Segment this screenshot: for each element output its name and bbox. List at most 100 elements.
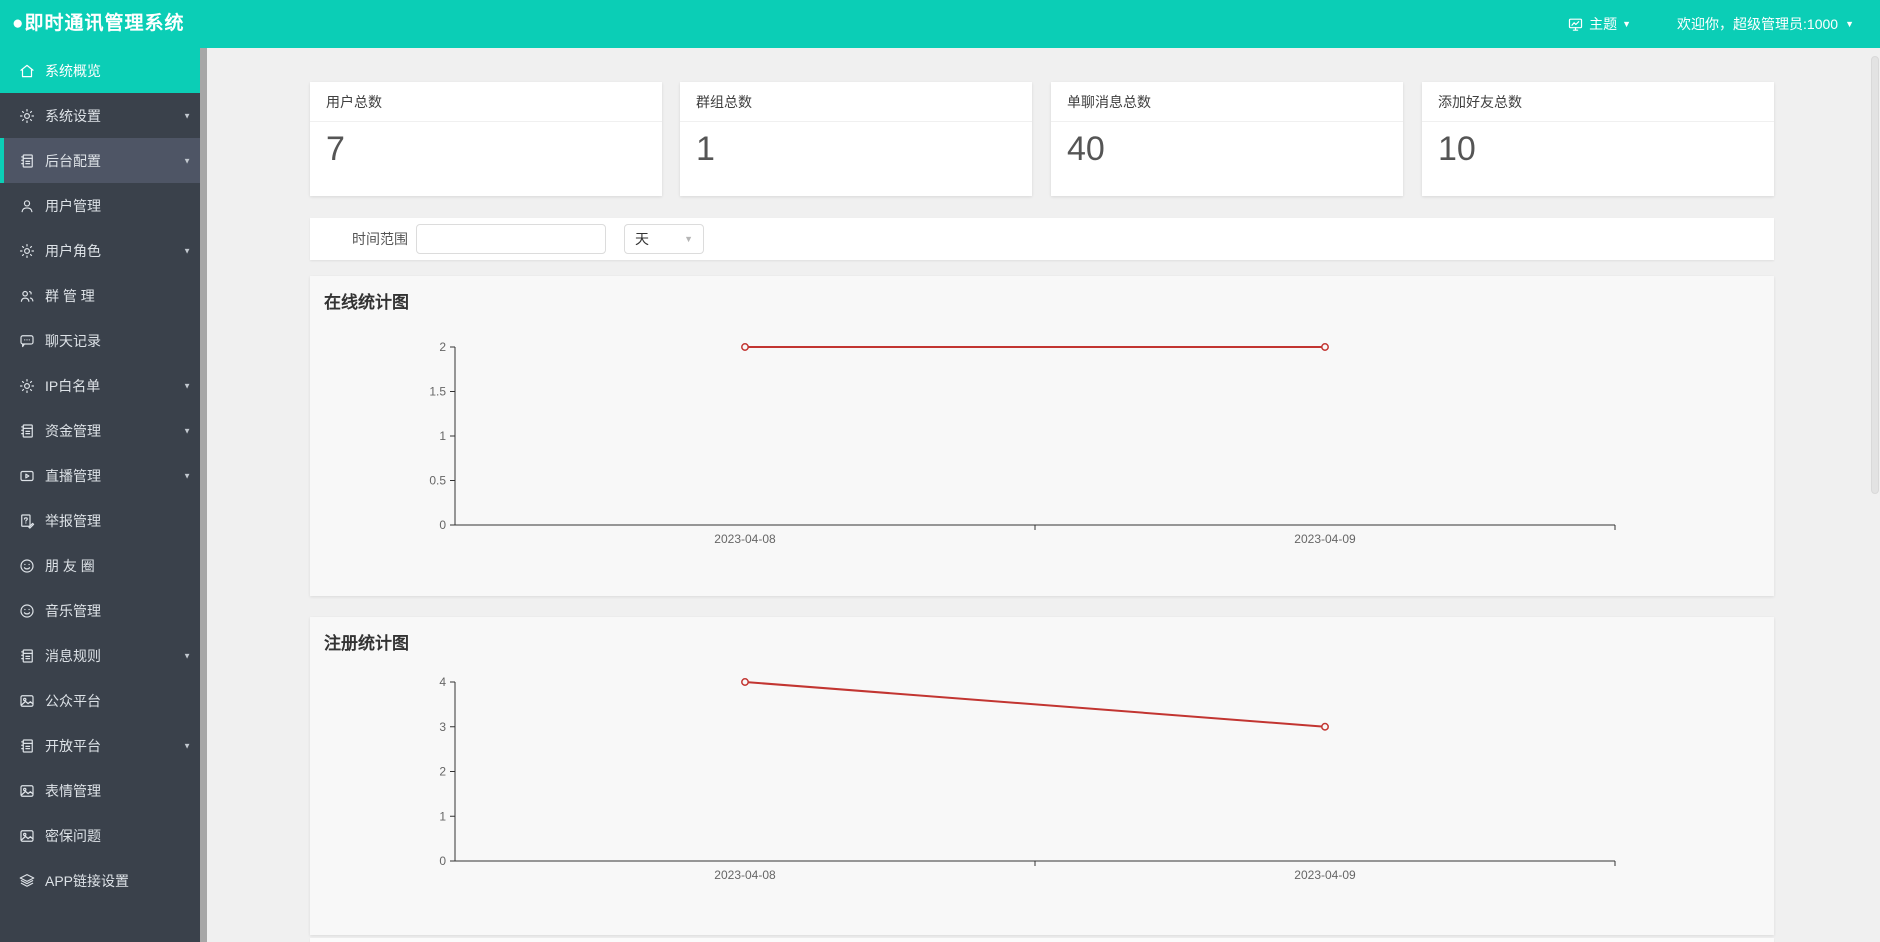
sidebar-item-label: 开放平台 — [45, 737, 101, 754]
chart-card-0: 在线统计图 0 0.5 1 1.5 2 2023-04-08 2023-04-09 — [310, 276, 1774, 596]
theme-icon — [1567, 16, 1584, 33]
svg-text:1.5: 1.5 — [429, 385, 446, 399]
header-right-cluster: 主题 ▼ 欢迎你，超级管理员:1000 ▼ — [1567, 0, 1854, 48]
user-icon — [18, 197, 36, 215]
chart-title: 注册统计图 — [324, 634, 409, 653]
chevron-down-icon: ▼ — [1622, 19, 1632, 29]
granularity-select-value: 天 — [635, 231, 649, 247]
image-icon — [18, 827, 36, 845]
sidebar-item-2[interactable]: 后台配置 ▼ — [0, 138, 200, 183]
next-panel-edge — [310, 938, 1774, 942]
sidebar-item-17[interactable]: 密保问题 — [0, 813, 200, 858]
svg-text:0: 0 — [439, 518, 446, 532]
svg-text:2: 2 — [439, 765, 446, 779]
sidebar-item-13[interactable]: 消息规则 ▼ — [0, 633, 200, 678]
sidebar-item-label: 后台配置 — [45, 152, 101, 169]
sidebar-item-7[interactable]: IP白名单 ▼ — [0, 363, 200, 408]
time-range-input[interactable] — [416, 224, 606, 254]
svg-text:1: 1 — [439, 429, 446, 443]
sidebar-item-label: 资金管理 — [45, 422, 101, 439]
sidebar-item-label: 公众平台 — [45, 692, 101, 709]
sidebar-scrollbar-thumb[interactable] — [200, 48, 207, 942]
chat-icon — [18, 332, 36, 350]
sidebar-item-label: 密保问题 — [45, 827, 101, 844]
stat-card-label: 群组总数 — [680, 82, 1032, 122]
sidebar-item-label: IP白名单 — [45, 377, 101, 394]
sidebar-item-label: 群 管 理 — [45, 287, 95, 304]
chevron-down-icon: ▼ — [183, 246, 191, 255]
video-icon — [18, 467, 36, 485]
smiley-icon — [18, 557, 36, 575]
chart-title: 在线统计图 — [324, 293, 409, 312]
chart-card-1: 注册统计图 0 1 2 3 4 2023-04-08 2023-04-09 — [310, 617, 1774, 935]
gear-icon — [18, 377, 36, 395]
svg-text:3: 3 — [439, 720, 446, 734]
user-menu[interactable]: 欢迎你，超级管理员:1000 ▼ — [1677, 14, 1854, 34]
theme-menu[interactable]: 主题 ▼ — [1567, 14, 1631, 34]
notebook-icon — [18, 647, 36, 665]
sidebar-nav: 系统概览 系统设置 ▼ 后台配置 ▼ 用户管理 用户角色 ▼ 群 管 理聊天记录 IP白名单 ▼ 资金… — [0, 48, 200, 942]
sidebar-item-label: 举报管理 — [45, 512, 101, 529]
chevron-down-icon: ▼ — [183, 471, 191, 480]
stat-card-3: 添加好友总数 10 — [1422, 82, 1774, 196]
stat-card-value: 40 — [1067, 130, 1105, 168]
sidebar-item-label: 用户角色 — [45, 242, 101, 259]
chevron-down-icon: ▼ — [183, 156, 191, 165]
image-icon — [18, 782, 36, 800]
svg-text:1: 1 — [439, 809, 446, 823]
sidebar-item-3[interactable]: 用户管理 — [0, 183, 200, 228]
chevron-down-icon: ▼ — [1845, 19, 1854, 29]
sidebar-item-label: 聊天记录 — [45, 332, 101, 349]
sidebar-item-9[interactable]: 直播管理 ▼ — [0, 453, 200, 498]
sidebar-item-label: 直播管理 — [45, 467, 101, 484]
sidebar-item-10[interactable]: 举报管理 — [0, 498, 200, 543]
sidebar-item-18[interactable]: APP链接设置 — [0, 858, 200, 903]
stat-card-label: 单聊消息总数 — [1051, 82, 1403, 122]
sidebar-item-1[interactable]: 系统设置 ▼ — [0, 93, 200, 138]
sidebar-item-11[interactable]: 朋 友 圈 — [0, 543, 200, 588]
svg-text:2023-04-08: 2023-04-08 — [714, 532, 776, 546]
sidebar-item-0[interactable]: 系统概览 — [0, 48, 200, 93]
page-scrollbar[interactable] — [1870, 48, 1880, 942]
chevron-down-icon: ▼ — [183, 426, 191, 435]
svg-text:2023-04-09: 2023-04-09 — [1294, 868, 1356, 882]
svg-text:2023-04-08: 2023-04-08 — [714, 868, 776, 882]
sidebar-item-label: 朋 友 圈 — [45, 557, 95, 574]
notebook-icon — [18, 737, 36, 755]
sidebar-item-label: APP链接设置 — [45, 872, 130, 889]
sidebar-item-5[interactable]: 群 管 理 — [0, 273, 200, 318]
page-scrollbar-thumb[interactable] — [1871, 56, 1879, 494]
sidebar-item-15[interactable]: 开放平台 ▼ — [0, 723, 200, 768]
stat-card-value: 7 — [326, 130, 345, 168]
stat-card-value: 1 — [696, 130, 715, 168]
granularity-select[interactable]: 天 ▼ — [624, 224, 704, 254]
sidebar-item-label: 系统设置 — [45, 107, 101, 124]
gear-icon — [18, 107, 36, 125]
stat-card-0: 用户总数 7 — [310, 82, 662, 196]
sidebar-item-16[interactable]: 表情管理 — [0, 768, 200, 813]
svg-text:0.5: 0.5 — [429, 474, 446, 488]
layers-icon — [18, 872, 36, 890]
stat-card-1: 群组总数 1 — [680, 82, 1032, 196]
stat-card-label: 用户总数 — [310, 82, 662, 122]
sidebar-item-label: 系统概览 — [45, 62, 101, 79]
chevron-down-icon: ▼ — [183, 741, 191, 750]
sidebar-item-4[interactable]: 用户角色 ▼ — [0, 228, 200, 273]
stat-card-2: 单聊消息总数 40 — [1051, 82, 1403, 196]
report-icon — [18, 512, 36, 530]
svg-text:2023-04-09: 2023-04-09 — [1294, 532, 1356, 546]
sidebar-item-14[interactable]: 公众平台 — [0, 678, 200, 723]
chevron-down-icon: ▼ — [684, 234, 693, 244]
users-icon — [18, 287, 36, 305]
sidebar-item-12[interactable]: 音乐管理 — [0, 588, 200, 633]
chevron-down-icon: ▼ — [183, 381, 191, 390]
sidebar-item-8[interactable]: 资金管理 ▼ — [0, 408, 200, 453]
smiley-icon — [18, 602, 36, 620]
sidebar-item-6[interactable]: 聊天记录 — [0, 318, 200, 363]
sidebar-scrollbar[interactable] — [200, 48, 207, 942]
welcome-text: 欢迎你，超级管理员:1000 — [1677, 16, 1839, 32]
gear-icon — [18, 242, 36, 260]
stat-card-value: 10 — [1438, 130, 1476, 168]
sidebar-item-label: 表情管理 — [45, 782, 101, 799]
time-filter-bar: 时间范围 天 ▼ — [310, 218, 1774, 260]
